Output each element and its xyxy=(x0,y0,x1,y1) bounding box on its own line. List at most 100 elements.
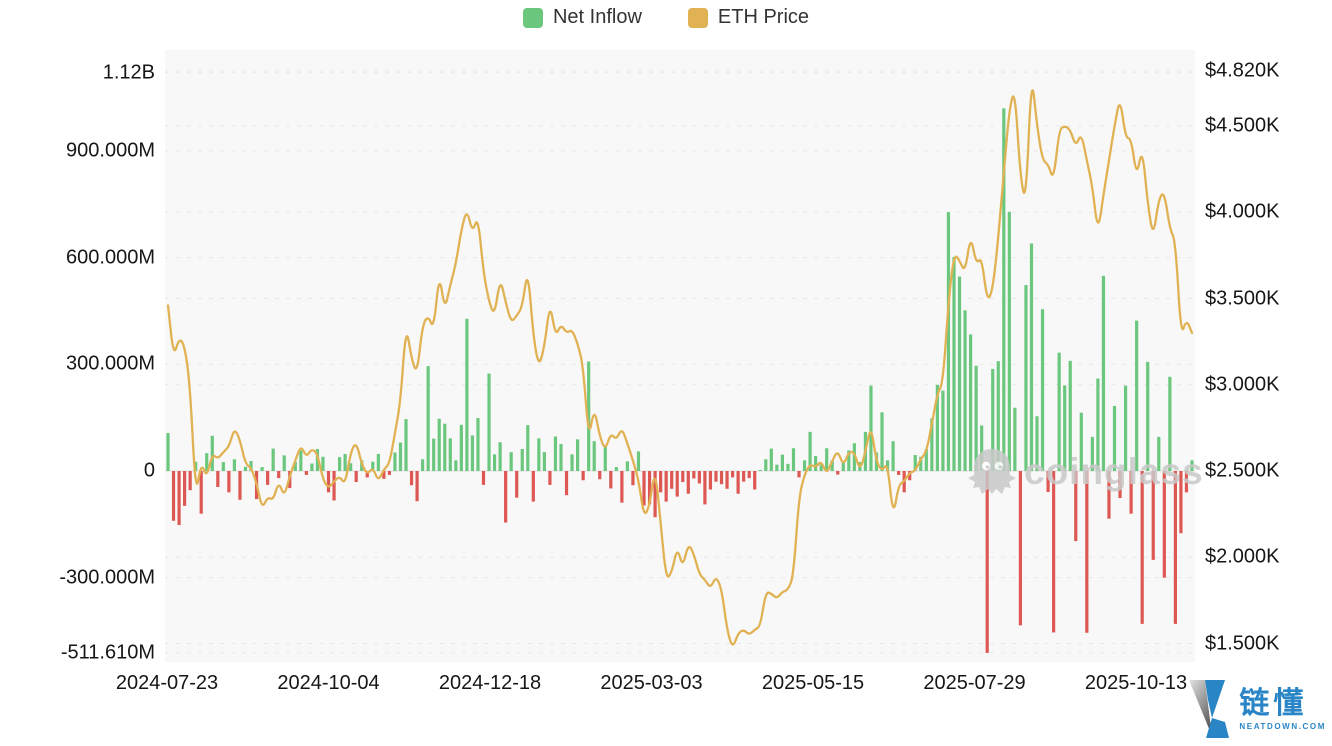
inflow-bar[interactable] xyxy=(852,443,856,471)
inflow-bar[interactable] xyxy=(376,453,380,471)
inflow-bar[interactable] xyxy=(1007,211,1011,472)
inflow-bar[interactable] xyxy=(243,466,248,471)
inflow-bar[interactable] xyxy=(526,425,530,471)
inflow-bar[interactable] xyxy=(343,453,347,471)
inflow-bar[interactable] xyxy=(487,373,491,471)
inflow-bar[interactable] xyxy=(1151,471,1155,560)
inflow-bar[interactable] xyxy=(697,471,701,484)
inflow-bar[interactable] xyxy=(1129,471,1133,514)
inflow-bar[interactable] xyxy=(974,365,978,471)
inflow-bar[interactable] xyxy=(747,471,751,479)
inflow-bar[interactable] xyxy=(885,460,890,471)
inflow-bar[interactable] xyxy=(542,452,546,471)
inflow-bar[interactable] xyxy=(719,471,724,485)
inflow-bar[interactable] xyxy=(1190,460,1194,471)
inflow-bar[interactable] xyxy=(515,471,519,498)
inflow-bar[interactable] xyxy=(227,471,231,493)
inflow-bar[interactable] xyxy=(492,454,497,471)
inflow-bar[interactable] xyxy=(299,450,303,471)
inflow-bar[interactable] xyxy=(232,459,237,471)
inflow-bar[interactable] xyxy=(188,471,192,491)
inflow-bar[interactable] xyxy=(404,419,408,471)
inflow-bar[interactable] xyxy=(548,471,552,485)
inflow-bar[interactable] xyxy=(891,441,895,471)
inflow-bar[interactable] xyxy=(736,471,740,494)
inflow-bar[interactable] xyxy=(836,471,840,475)
inflow-bar[interactable] xyxy=(603,446,607,471)
inflow-bar[interactable] xyxy=(581,471,585,481)
inflow-bar[interactable] xyxy=(504,471,508,523)
inflow-bar[interactable] xyxy=(282,455,286,471)
inflow-bar[interactable] xyxy=(199,471,203,514)
inflow-bar[interactable] xyxy=(1024,285,1028,471)
inflow-bar[interactable] xyxy=(465,318,469,471)
inflow-bar[interactable] xyxy=(426,366,430,471)
inflow-bar[interactable] xyxy=(1112,405,1117,471)
inflow-bar[interactable] xyxy=(454,460,458,471)
inflow-bar[interactable] xyxy=(371,461,375,471)
inflow-bar[interactable] xyxy=(957,276,962,471)
inflow-bar[interactable] xyxy=(1162,471,1166,578)
inflow-bar[interactable] xyxy=(692,471,696,479)
inflow-bar[interactable] xyxy=(1123,385,1128,471)
inflow-bar[interactable] xyxy=(659,471,663,493)
inflow-bar[interactable] xyxy=(1096,378,1100,471)
inflow-bar[interactable] xyxy=(847,450,851,471)
inflow-bar[interactable] xyxy=(409,471,414,486)
inflow-bar[interactable] xyxy=(332,471,336,501)
inflow-bar[interactable] xyxy=(194,461,198,471)
inflow-bar[interactable] xyxy=(797,471,801,478)
inflow-bar[interactable] xyxy=(1068,360,1072,471)
inflow-bar[interactable] xyxy=(1040,309,1045,471)
inflow-bar[interactable] xyxy=(1135,320,1139,471)
inflow-bar[interactable] xyxy=(802,460,807,471)
inflow-bar[interactable] xyxy=(1018,471,1023,626)
inflow-bar[interactable] xyxy=(1002,108,1006,471)
inflow-bar[interactable] xyxy=(653,471,657,518)
inflow-bar[interactable] xyxy=(869,385,873,471)
inflow-bar[interactable] xyxy=(437,418,441,471)
inflow-bar[interactable] xyxy=(941,390,945,471)
inflow-bar[interactable] xyxy=(985,471,989,653)
inflow-bar[interactable] xyxy=(625,461,630,471)
inflow-bar[interactable] xyxy=(432,438,436,471)
inflow-bar[interactable] xyxy=(415,471,419,502)
inflow-bar[interactable] xyxy=(1052,471,1056,633)
inflow-bar[interactable] xyxy=(481,471,486,485)
inflow-bar[interactable] xyxy=(271,448,275,471)
inflow-bar[interactable] xyxy=(382,471,386,479)
inflow-bar[interactable] xyxy=(980,425,984,471)
inflow-bar[interactable] xyxy=(393,452,397,471)
inflow-bar[interactable] xyxy=(443,423,447,471)
inflow-bar[interactable] xyxy=(365,471,369,478)
inflow-bar[interactable] xyxy=(991,368,995,471)
inflow-bar[interactable] xyxy=(537,438,541,471)
inflow-bar[interactable] xyxy=(459,424,463,471)
inflow-bar[interactable] xyxy=(897,471,901,475)
inflow-bar[interactable] xyxy=(205,453,209,471)
legend-item-eth-price[interactable]: ETH Price xyxy=(687,6,809,29)
inflow-bar[interactable] xyxy=(448,438,452,471)
inflow-bar[interactable] xyxy=(354,471,358,483)
inflow-bar[interactable] xyxy=(924,448,928,471)
inflow-bar[interactable] xyxy=(183,471,187,506)
inflow-bar[interactable] xyxy=(570,454,574,471)
inflow-bar[interactable] xyxy=(592,441,596,471)
inflow-bar[interactable] xyxy=(769,448,773,471)
inflow-bar[interactable] xyxy=(564,471,569,496)
inflow-bar[interactable] xyxy=(791,448,796,471)
inflow-bar[interactable] xyxy=(421,459,425,471)
inflow-bar[interactable] xyxy=(1074,471,1078,542)
inflow-bar[interactable] xyxy=(337,457,342,471)
inflow-bar[interactable] xyxy=(210,435,214,471)
inflow-bar[interactable] xyxy=(1173,471,1177,624)
inflow-bar[interactable] xyxy=(841,462,845,471)
inflow-bar[interactable] xyxy=(321,456,325,471)
inflow-bar[interactable] xyxy=(216,471,220,487)
inflow-bar[interactable] xyxy=(614,467,618,471)
eth-price-line[interactable] xyxy=(166,89,1194,646)
inflow-bar[interactable] xyxy=(498,442,502,471)
inflow-bar[interactable] xyxy=(387,471,392,475)
inflow-bar[interactable] xyxy=(1079,412,1083,471)
